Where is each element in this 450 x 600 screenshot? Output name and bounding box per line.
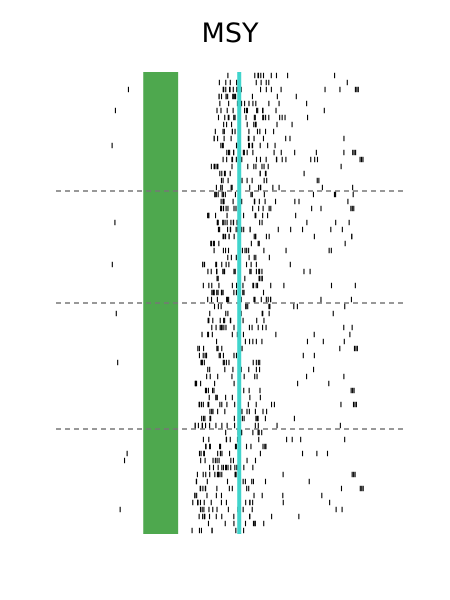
chart-title: MSY xyxy=(201,18,259,49)
